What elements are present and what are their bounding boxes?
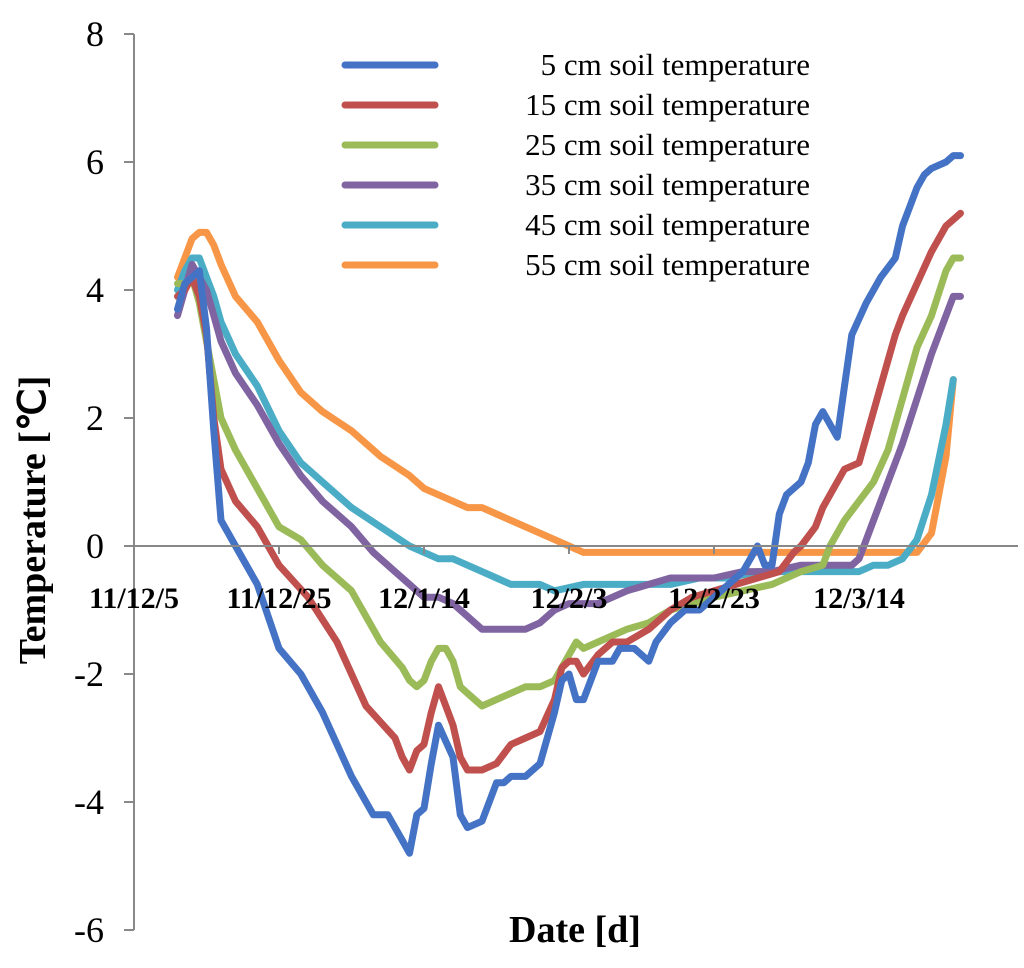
y-tick-label: 2 [86, 398, 104, 438]
x-tick-label: 11/12/25 [226, 582, 331, 615]
series-line-55cm [174, 228, 957, 556]
x-tick-label: 11/12/5 [89, 582, 179, 615]
legend-label: 25 cm soil temperature [525, 127, 810, 162]
x-tick-label: 12/2/23 [668, 582, 760, 615]
legend: 5 cm soil temperature 15 cm soil temperat… [341, 47, 810, 282]
y-tick-label: -6 [74, 910, 104, 950]
legend-label: 35 cm soil temperature [525, 167, 810, 202]
x-tick-label: 12/3/14 [813, 582, 905, 615]
axes-layer: -6 -4 -2 0 2 4 6 8 11/12/5 11/12/25 12/1/14 12/2/3 1… [74, 14, 1018, 950]
x-tick-label: 12/2/3 [531, 582, 608, 615]
x-tick-label: 12/1/14 [378, 582, 470, 615]
legend-label: 55 cm soil temperature [525, 247, 810, 282]
legend-label: 15 cm soil temperature [525, 87, 810, 122]
y-tick-label: -4 [74, 782, 104, 822]
series-layer [174, 152, 964, 857]
y-tick-label: -2 [74, 654, 104, 694]
series-line-35cm [174, 260, 964, 633]
series-line-5cm [174, 152, 964, 857]
y-tick-label: 8 [86, 14, 104, 54]
legend-label: 45 cm soil temperature [525, 207, 810, 242]
series-line-45cm [174, 254, 957, 595]
y-tick-label: 0 [86, 526, 104, 566]
legend-label: 5 cm soil temperature [541, 47, 810, 82]
y-tick-label: 6 [86, 142, 104, 182]
series-line-25cm [174, 254, 964, 710]
y-axis-title: Temperature [℃] [12, 376, 54, 665]
x-axis-title: Date [d] [509, 909, 641, 951]
y-tick-label: 4 [86, 270, 104, 310]
